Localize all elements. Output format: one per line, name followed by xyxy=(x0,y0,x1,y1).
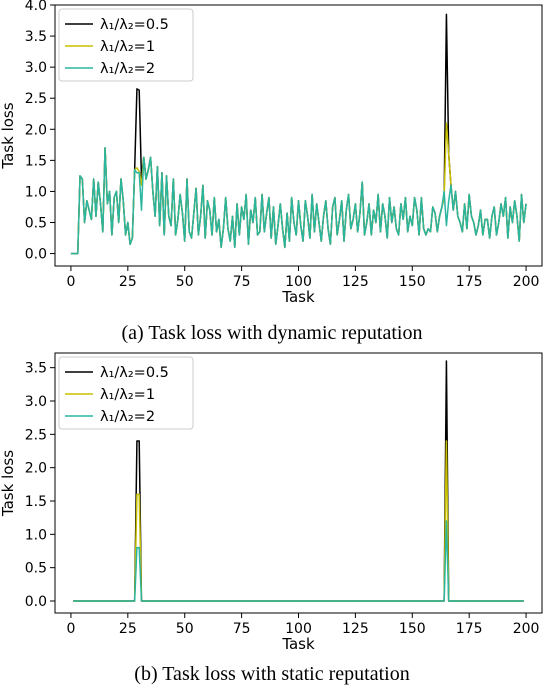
x-tick-label: 100 xyxy=(285,274,312,290)
y-tick-label: 2.0 xyxy=(25,122,47,138)
y-tick-label: 3.0 xyxy=(25,394,47,410)
y-tick-label: 0.0 xyxy=(25,594,47,610)
legend-box xyxy=(58,356,194,430)
x-tick-label: 150 xyxy=(399,274,426,290)
legend-box xyxy=(58,8,194,82)
figure-caption: (a) Task loss with dynamic reputation xyxy=(122,322,423,344)
legend-entry-2: λ₁/λ₂=1 xyxy=(100,387,155,403)
y-tick-label: 2.5 xyxy=(25,427,47,443)
x-tick-label: 50 xyxy=(176,274,194,290)
x-tick-label: 25 xyxy=(119,274,137,290)
y-tick-label: 1.0 xyxy=(25,527,47,543)
x-tick-label: 200 xyxy=(513,621,540,637)
y-tick-label: 2.0 xyxy=(25,461,47,477)
y-tick-label: 0.0 xyxy=(25,247,47,263)
legend-entry-3: λ₁/λ₂=2 xyxy=(100,61,155,77)
x-tick-label: 200 xyxy=(513,274,540,290)
chart-b: 0 25 50 75 100 125 150 175 200 0.0 0.5 1.0 1.5 2.0 2.5… xyxy=(0,352,543,685)
series-line-3 xyxy=(73,520,524,602)
y-tick-label: 1.0 xyxy=(25,184,47,200)
x-tick-label: 175 xyxy=(456,621,483,637)
x-tick-label: 125 xyxy=(342,274,369,290)
y-tick-label: 3.5 xyxy=(25,29,47,45)
y-tick-label: 2.5 xyxy=(25,91,47,107)
x-tick-label: 0 xyxy=(66,621,75,637)
x-tick-label: 50 xyxy=(176,621,194,637)
x-tick-label: 75 xyxy=(233,621,251,637)
legend-entry-1: λ₁/λ₂=0.5 xyxy=(100,17,169,33)
legend: λ₁/λ₂=0.5 λ₁/λ₂=1 λ₁/λ₂=2 xyxy=(58,356,194,430)
legend-entry-1: λ₁/λ₂=0.5 xyxy=(100,365,169,381)
x-tick-label: 125 xyxy=(342,621,369,637)
y-tick-label: 4.0 xyxy=(25,0,47,14)
y-axis-label: Task loss xyxy=(0,450,17,517)
x-tick-label: 100 xyxy=(285,621,312,637)
y-axis-label: Task loss xyxy=(0,102,17,169)
y-tick-label: 3.0 xyxy=(25,60,47,76)
x-tick-label: 25 xyxy=(119,621,137,637)
y-tick-label: 1.5 xyxy=(25,153,47,169)
series-line-2 xyxy=(70,122,527,255)
x-axis-label: Task xyxy=(281,288,315,306)
y-tick-label: 0.5 xyxy=(25,216,47,232)
x-axis-label: Task xyxy=(281,635,315,653)
legend-entry-3: λ₁/λ₂=2 xyxy=(100,409,155,425)
x-tick-label: 175 xyxy=(456,274,483,290)
y-tick-label: 1.5 xyxy=(25,494,47,510)
figure-caption: (b) Task loss with static reputation xyxy=(134,663,409,685)
x-tick-label: 75 xyxy=(233,274,251,290)
x-tick-label: 150 xyxy=(399,621,426,637)
legend-entry-2: λ₁/λ₂=1 xyxy=(100,39,155,55)
legend: λ₁/λ₂=0.5 λ₁/λ₂=1 λ₁/λ₂=2 xyxy=(58,8,194,82)
series-line-3 xyxy=(70,147,527,255)
y-tick-label: 0.5 xyxy=(25,561,47,577)
x-tick-label: 0 xyxy=(66,274,75,290)
chart-a: 0 25 50 75 100 125 150 175 200 0.0 0.5 1.0 1.5 2.0 2.5… xyxy=(0,0,543,344)
y-tick-label: 3.5 xyxy=(25,361,47,377)
